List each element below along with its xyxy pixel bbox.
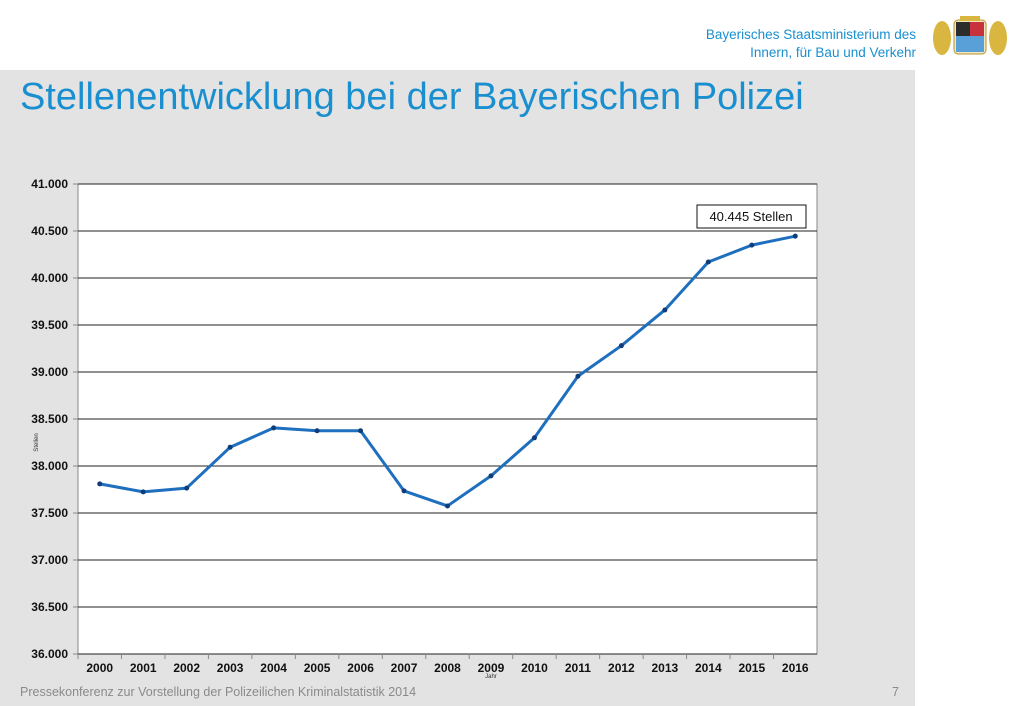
x-tick-label: 2010 — [521, 661, 548, 675]
data-point — [140, 489, 146, 495]
data-point — [531, 435, 537, 441]
x-tick-label: 2013 — [652, 661, 679, 675]
page-title: Stellenentwicklung bei der Bayerischen P… — [20, 76, 804, 118]
data-point — [97, 481, 103, 487]
data-point — [445, 503, 450, 509]
data-point — [401, 488, 407, 494]
x-tick-label: 2000 — [86, 661, 113, 675]
x-tick-label: 2009 — [478, 661, 505, 675]
y-axis-label: Stellen — [34, 433, 40, 451]
y-tick-label: 38.000 — [31, 459, 68, 473]
data-point — [488, 473, 494, 479]
data-point — [227, 444, 233, 450]
y-tick-label: 41.000 — [31, 177, 68, 191]
ministry-line-1: Bayerisches Staatsministerium des — [705, 27, 916, 42]
data-point — [749, 242, 755, 248]
x-tick-label: 2003 — [217, 661, 244, 675]
data-point — [184, 485, 190, 491]
y-tick-label: 37.000 — [31, 553, 68, 567]
page-number: 7 — [892, 685, 899, 699]
data-point — [575, 373, 581, 379]
x-tick-label: 2004 — [260, 661, 287, 675]
x-tick-label: 2002 — [173, 661, 200, 675]
x-tick-label: 2015 — [738, 661, 765, 675]
y-tick-label: 36.000 — [31, 647, 68, 661]
y-tick-label: 39.500 — [31, 318, 68, 332]
footer-text: Pressekonferenz zur Vorstellung der Poli… — [20, 685, 417, 699]
x-tick-label: 2016 — [782, 661, 809, 675]
x-tick-label: 2007 — [391, 661, 418, 675]
data-point — [792, 233, 798, 239]
data-point — [271, 425, 277, 431]
data-point — [705, 259, 711, 265]
y-tick-label: 40.000 — [31, 271, 68, 285]
y-tick-label: 36.500 — [31, 600, 68, 614]
bavarian-coat-of-arms-icon — [932, 14, 1008, 58]
y-tick-label: 40.500 — [31, 224, 68, 238]
x-axis-label: Jahr — [485, 674, 497, 680]
data-point — [314, 428, 320, 434]
y-tick-label: 39.000 — [31, 365, 68, 379]
x-tick-label: 2005 — [304, 661, 331, 675]
y-tick-label: 38.500 — [31, 412, 68, 426]
ministry-name: Bayerisches Staatsministerium des Innern… — [706, 26, 916, 62]
x-tick-label: 2011 — [565, 661, 591, 675]
x-tick-label: 2001 — [130, 661, 157, 675]
annotation-label: 40.445 Stellen — [709, 209, 792, 224]
annotation-box — [696, 204, 807, 229]
x-tick-label: 2014 — [695, 661, 722, 675]
x-tick-label: 2008 — [434, 661, 461, 675]
data-point — [662, 307, 668, 313]
data-point — [358, 428, 364, 434]
ministry-line-2: Innern, für Bau und Verkehr — [750, 45, 916, 60]
x-tick-label: 2006 — [347, 661, 374, 675]
y-tick-label: 37.500 — [31, 506, 68, 520]
x-tick-label: 2012 — [608, 661, 635, 675]
data-point — [618, 343, 624, 349]
